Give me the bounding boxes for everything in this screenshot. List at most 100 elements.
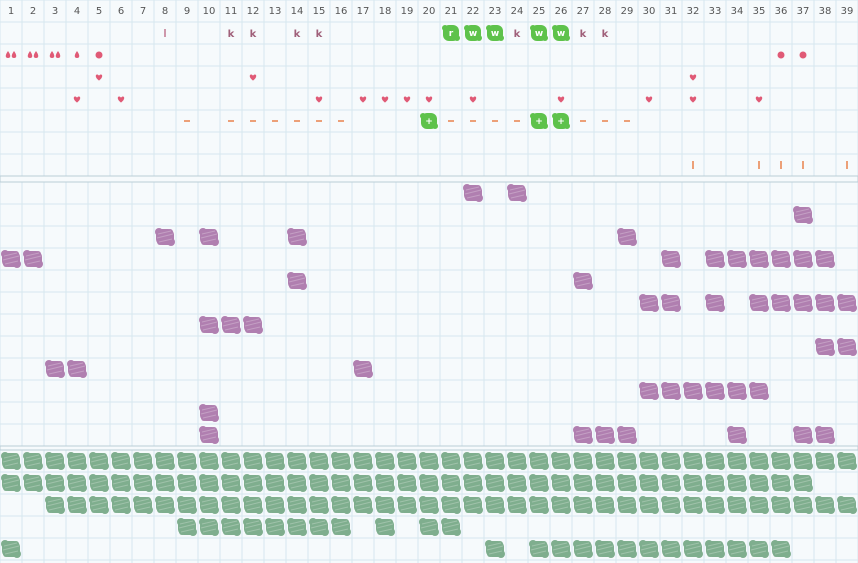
green-blob (419, 496, 439, 514)
purple-blob (661, 294, 681, 312)
purple-blob (595, 426, 615, 444)
purple-blob (793, 294, 813, 312)
green-blob (815, 496, 835, 514)
green-blob (705, 474, 725, 492)
marker-heart (359, 96, 367, 103)
purple-blob (67, 360, 87, 378)
purple-blob (727, 382, 747, 400)
green-blob (155, 496, 175, 514)
green-blob (177, 496, 197, 514)
heart-icon (315, 96, 323, 103)
green-blob (463, 474, 483, 492)
green-blob (529, 496, 549, 514)
purple-blob (705, 294, 725, 312)
marker-heart (557, 96, 565, 103)
green-blob (243, 474, 263, 492)
green-blob (419, 474, 439, 492)
purple-blob (815, 338, 835, 356)
green-blob (529, 474, 549, 492)
green-blob (683, 452, 703, 470)
marker-heart (403, 96, 411, 103)
heart-icon (117, 96, 125, 103)
marker-letter: k (514, 29, 521, 40)
green-blob (221, 518, 241, 536)
marker-heart (689, 74, 697, 81)
green-blob (265, 452, 285, 470)
column-header-label: 33 (709, 6, 722, 17)
green-blob (705, 452, 725, 470)
green-blob (617, 496, 637, 514)
badge-label: w (557, 29, 565, 39)
green-blob (67, 474, 87, 492)
column-header-label: 23 (489, 6, 502, 17)
purple-blob (45, 360, 65, 378)
column-header-label: 30 (643, 6, 656, 17)
purple-blob (639, 382, 659, 400)
drop-icon (55, 51, 61, 58)
purple-blob (815, 294, 835, 312)
green-blob (573, 496, 593, 514)
badge-label: w (491, 29, 499, 39)
green-blob (45, 474, 65, 492)
green-blob (243, 518, 263, 536)
green-blob (199, 452, 219, 470)
green-blob (661, 474, 681, 492)
purple-blob (199, 228, 219, 246)
column-header-label: 37 (797, 6, 810, 17)
heart-icon (689, 96, 697, 103)
purple-blob (793, 426, 813, 444)
column-header-label: 4 (74, 6, 80, 17)
green-blob (551, 540, 571, 558)
green-blob (727, 496, 747, 514)
purple-blob (353, 360, 373, 378)
drop-icon (74, 51, 80, 58)
marker-letter: k (228, 29, 235, 40)
green-blob (595, 540, 615, 558)
green-blob (441, 452, 461, 470)
purple-blob (155, 228, 175, 246)
heart-icon (469, 96, 477, 103)
purple-blob (661, 250, 681, 268)
column-header-label: 13 (269, 6, 282, 17)
purple-blob (573, 426, 593, 444)
green-blob (771, 452, 791, 470)
green-blob (221, 496, 241, 514)
marker-heart (73, 96, 81, 103)
green-blob (529, 452, 549, 470)
purple-blob (771, 250, 791, 268)
green-blob (573, 540, 593, 558)
purple-blob (727, 426, 747, 444)
green-blob (749, 540, 769, 558)
column-header-label: 17 (357, 6, 370, 17)
green-blob (375, 496, 395, 514)
marker-letter: k (250, 29, 257, 40)
green-blob (1, 540, 21, 558)
badge-label: + (557, 117, 565, 127)
purple-blob (507, 184, 527, 202)
green-blob (89, 474, 109, 492)
marker-heart (689, 96, 697, 103)
green-blob (45, 496, 65, 514)
green-blob (793, 496, 813, 514)
column-header-label: 8 (162, 6, 168, 17)
marker-badge: w (464, 25, 482, 41)
marker-heart (645, 96, 653, 103)
green-blob (375, 452, 395, 470)
badge-label: + (425, 117, 433, 127)
green-blob (639, 452, 659, 470)
green-blob (727, 540, 747, 558)
marker-heart (381, 96, 389, 103)
column-header-label: 2 (30, 6, 36, 17)
green-blob (309, 518, 329, 536)
green-blob (419, 452, 439, 470)
purple-blob (23, 250, 43, 268)
green-blob (243, 452, 263, 470)
drop-icon (33, 51, 39, 58)
heart-icon (557, 96, 565, 103)
green-blob (133, 452, 153, 470)
green-blob (133, 496, 153, 514)
green-blob (463, 496, 483, 514)
green-blob (529, 540, 549, 558)
purple-blob (837, 294, 857, 312)
